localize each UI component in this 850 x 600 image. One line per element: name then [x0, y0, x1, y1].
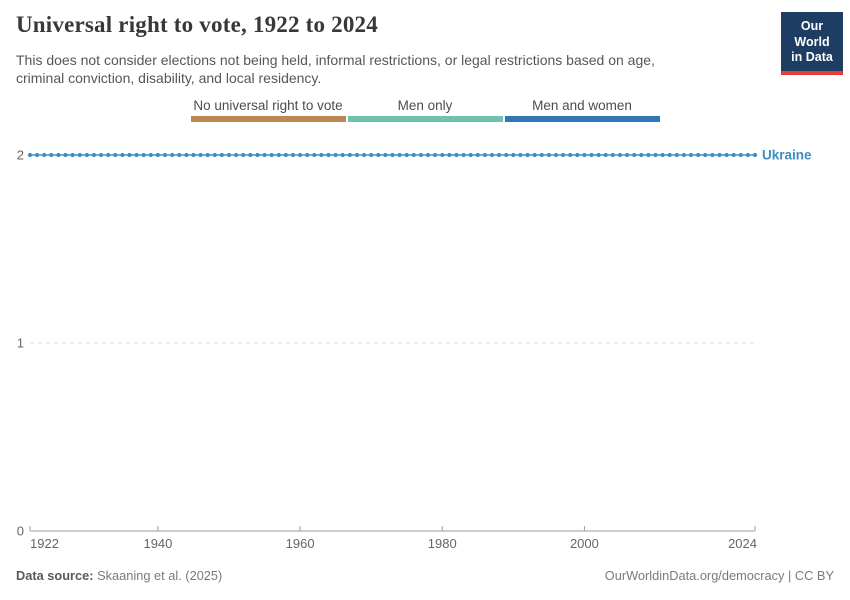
- data-source: Data source: Skaaning et al. (2025): [16, 568, 222, 583]
- page-title: Universal right to vote, 1922 to 2024: [16, 12, 378, 37]
- legend-color-bar: [504, 116, 660, 122]
- page-subtitle: This does not consider elections not bei…: [16, 52, 655, 87]
- owid-logo-line1: Our World: [794, 19, 830, 49]
- svg-text:1: 1: [17, 336, 24, 351]
- svg-text:2000: 2000: [570, 536, 599, 551]
- chart-canvas: 0 1 2 1922 1940 1960 1980 2000 2024 Ukraine: [17, 148, 812, 552]
- svg-text:2024: 2024: [728, 536, 757, 551]
- legend-label: No universal right to vote: [193, 98, 343, 113]
- legend-color-bar: [347, 116, 503, 122]
- data-source-value: Skaaning et al. (2025): [97, 568, 223, 583]
- legend-item-men-only[interactable]: Men only: [347, 98, 503, 122]
- legend-label: Men and women: [532, 98, 632, 113]
- legend-item-men-and-women[interactable]: Men and women: [504, 98, 660, 122]
- svg-text:1940: 1940: [143, 536, 172, 551]
- chart-footer: Data source: Skaaning et al. (2025) OurW…: [16, 568, 834, 583]
- entity-label-ukraine[interactable]: Ukraine: [762, 148, 812, 163]
- svg-text:1960: 1960: [286, 536, 315, 551]
- svg-text:1980: 1980: [428, 536, 457, 551]
- owid-url-link[interactable]: OurWorldinData.org/democracy | CC BY: [604, 568, 834, 583]
- y-axis-labels: 0 1 2: [17, 148, 24, 539]
- gridlines: [30, 154, 755, 344]
- svg-text:0: 0: [17, 524, 24, 539]
- x-axis-labels: 1922 1940 1960 1980 2000 2024: [30, 536, 757, 551]
- x-axis: [29, 526, 756, 532]
- legend-color-bar: [190, 116, 346, 122]
- data-source-label: Data source:: [16, 568, 94, 583]
- svg-text:1922: 1922: [30, 536, 59, 551]
- owid-logo[interactable]: Our World in Data: [781, 12, 843, 75]
- legend-label: Men only: [397, 98, 453, 113]
- legend-item-no-universal-right[interactable]: No universal right to vote: [190, 98, 346, 122]
- series-ukraine[interactable]: [27, 152, 758, 158]
- chart-plot-area: 0 1 2 1922 1940 1960 1980 2000 2024 Ukraine: [0, 130, 850, 560]
- owid-logo-accent-bar: [781, 70, 843, 75]
- owid-logo-text: Our World in Data: [781, 12, 843, 71]
- owid-logo-line2: in Data: [791, 50, 833, 65]
- svg-text:2: 2: [17, 148, 24, 163]
- legend: No universal right to vote Men only Men …: [0, 98, 850, 122]
